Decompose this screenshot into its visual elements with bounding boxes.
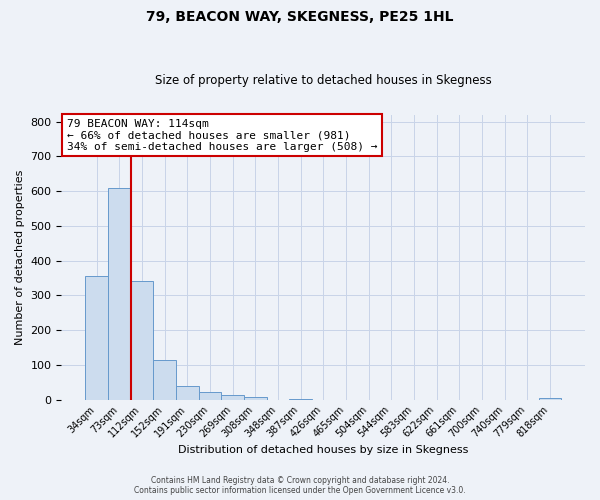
X-axis label: Distribution of detached houses by size in Skegness: Distribution of detached houses by size …	[178, 445, 469, 455]
Bar	[108, 188, 131, 400]
Bar	[153, 360, 176, 400]
Title: Size of property relative to detached houses in Skegness: Size of property relative to detached ho…	[155, 74, 491, 87]
Bar	[85, 276, 108, 400]
Y-axis label: Number of detached properties: Number of detached properties	[15, 170, 25, 345]
Bar	[176, 386, 199, 400]
Text: Contains HM Land Registry data © Crown copyright and database right 2024.
Contai: Contains HM Land Registry data © Crown c…	[134, 476, 466, 495]
Bar	[289, 398, 312, 400]
Bar	[131, 282, 153, 400]
Bar	[199, 392, 221, 400]
Bar	[221, 395, 244, 400]
Text: 79, BEACON WAY, SKEGNESS, PE25 1HL: 79, BEACON WAY, SKEGNESS, PE25 1HL	[146, 10, 454, 24]
Text: 79 BEACON WAY: 114sqm
← 66% of detached houses are smaller (981)
34% of semi-det: 79 BEACON WAY: 114sqm ← 66% of detached …	[67, 119, 377, 152]
Bar	[539, 398, 561, 400]
Bar	[244, 397, 266, 400]
